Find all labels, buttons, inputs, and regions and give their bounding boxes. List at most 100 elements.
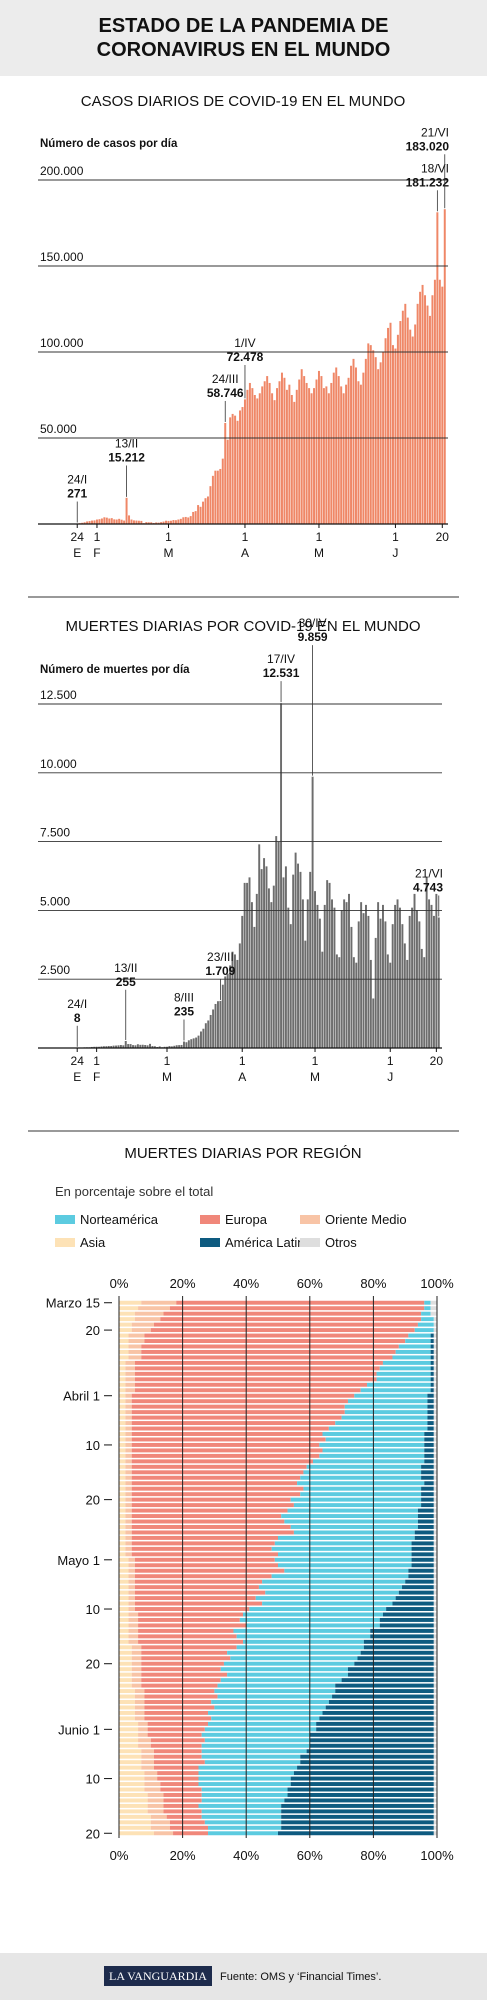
bar [124, 1040, 127, 1048]
bar [168, 1046, 171, 1048]
bar [169, 520, 172, 524]
bar-segment [119, 1672, 132, 1677]
bar [394, 348, 397, 524]
bar [441, 286, 444, 524]
bar-segment [131, 1552, 278, 1557]
bar [283, 377, 286, 524]
bar-segment [134, 1607, 250, 1611]
bar [226, 439, 229, 524]
x-tick-label: 40% [233, 1276, 259, 1291]
bar-segment [287, 1793, 434, 1797]
bar-segment [119, 1650, 132, 1655]
bar-segment [211, 1700, 329, 1704]
bar-segment [134, 1601, 263, 1606]
bar-segment [201, 1749, 307, 1754]
bar-segment [119, 1492, 126, 1497]
bar [377, 369, 380, 524]
bar [231, 951, 234, 1048]
bar [278, 381, 281, 524]
bar [275, 836, 278, 1048]
bar-segment [119, 1464, 126, 1469]
bar [157, 522, 160, 524]
bar-segment [433, 1470, 437, 1475]
bar-segment [433, 1546, 437, 1551]
bar-segment [233, 1628, 371, 1633]
bar-segment [433, 1421, 437, 1426]
bar-segment [433, 1596, 437, 1601]
bar-segment [131, 1672, 142, 1677]
bar-segment [119, 1782, 145, 1787]
bar [155, 522, 158, 524]
bar [369, 345, 372, 524]
bar [239, 410, 242, 524]
y-tick-label: 150.000 [40, 250, 84, 264]
bar-segment [287, 1508, 418, 1513]
bar-segment [411, 1557, 434, 1562]
bar-segment [433, 1820, 437, 1825]
x-tick-label: 1 [165, 530, 172, 544]
bar-segment [408, 1568, 434, 1573]
bar [343, 899, 346, 1048]
annotation-value: 8 [74, 1011, 81, 1025]
bar [207, 1020, 210, 1048]
bar [125, 497, 128, 524]
bar-segment [128, 1333, 145, 1338]
bar-segment [433, 1743, 437, 1748]
bar-segment [433, 1360, 437, 1365]
bar [287, 907, 290, 1048]
bar-segment [433, 1831, 437, 1836]
bar-segment [433, 1710, 437, 1715]
bar-segment [138, 1639, 244, 1644]
bar-segment [153, 1760, 205, 1765]
bar-segment [433, 1650, 437, 1655]
bar-segment [131, 1645, 142, 1650]
bar [295, 389, 298, 524]
bar-segment [119, 1453, 126, 1458]
x-month-label: M [164, 546, 174, 560]
logo-box [104, 1966, 212, 1986]
bar-segment [300, 1475, 422, 1480]
annotation-date: 13/II [114, 961, 137, 975]
bar-segment [424, 1448, 434, 1453]
bar-segment [131, 1470, 304, 1475]
chart-subtitle: En porcentaje sobre el total [55, 1184, 213, 1199]
bar-segment [433, 1803, 437, 1808]
bar-segment [144, 1716, 212, 1721]
y-tick-label: Mayo 1 [57, 1553, 100, 1568]
bar-segment [319, 1453, 425, 1458]
bar [214, 470, 217, 524]
bar-segment [287, 1787, 434, 1792]
bar-segment [309, 1732, 434, 1737]
bar-segment [433, 1344, 437, 1349]
bar-segment [119, 1339, 129, 1343]
bar-segment [433, 1333, 437, 1338]
bar [226, 973, 229, 1048]
bar-segment [306, 1749, 434, 1754]
bar-segment [341, 1415, 428, 1420]
bar [423, 957, 426, 1048]
bar [130, 519, 133, 524]
bar-segment [125, 1410, 132, 1415]
bar-segment [119, 1393, 126, 1398]
bar [355, 962, 358, 1048]
bar-segment [119, 1721, 139, 1726]
bar-segment [131, 1492, 301, 1497]
bar-segment [138, 1623, 247, 1628]
bar-segment [335, 1683, 434, 1688]
bar-segment [344, 1404, 428, 1409]
bar [243, 399, 246, 524]
bar [100, 518, 103, 524]
bar-segment [131, 1453, 320, 1458]
bar-segment [141, 1349, 396, 1354]
annotation-date: 13/II [115, 437, 138, 451]
bar-segment [208, 1825, 282, 1830]
bar-segment [119, 1705, 135, 1710]
bar [414, 324, 417, 524]
x-month-label: A [238, 1070, 246, 1084]
bar-segment [134, 1694, 145, 1699]
bar-segment [421, 1311, 431, 1316]
bar-segment [131, 1426, 329, 1431]
bar-segment [150, 1814, 167, 1819]
bar-segment [370, 1634, 434, 1639]
bar-segment [134, 1377, 377, 1382]
